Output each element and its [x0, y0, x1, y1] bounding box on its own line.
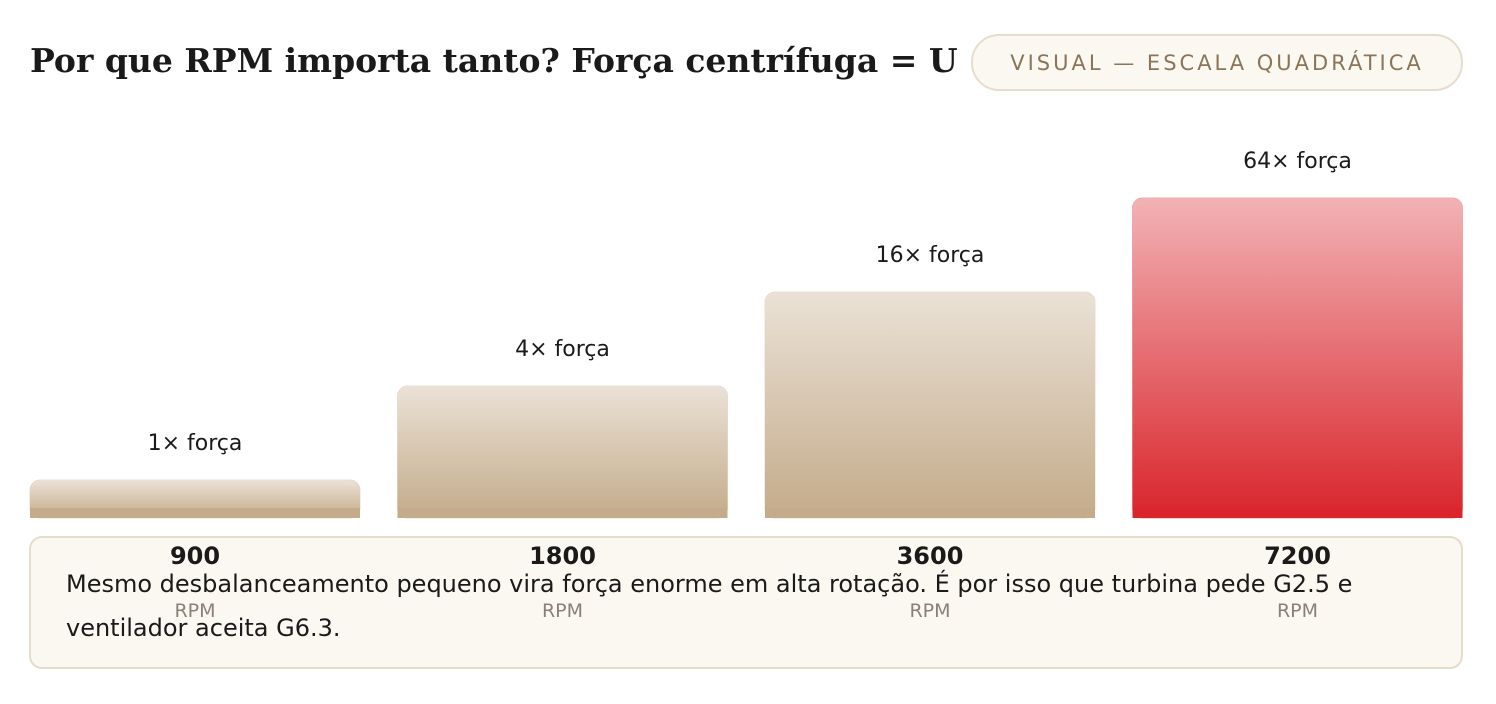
unit-label: RPM	[542, 600, 583, 622]
value-label: 64× força	[1243, 149, 1352, 174]
badge-text: VISUAL — ESCALA QUADRÁTICA	[1010, 50, 1424, 75]
note-text: Mesmo desbalanceamento pequeno vira forç…	[66, 570, 1353, 642]
value-label: 4× força	[515, 337, 610, 362]
x-tick-label: 3600	[897, 542, 964, 570]
unit-label: RPM	[1277, 600, 1318, 622]
note-box	[29, 536, 1463, 669]
unit-label: RPM	[174, 600, 215, 622]
value-label: 16× força	[876, 243, 985, 268]
bar-sheen	[1132, 198, 1463, 518]
bar-base	[765, 508, 1095, 518]
value-label: 1× força	[148, 431, 243, 456]
unit-label: RPM	[909, 600, 950, 622]
chart-title: Por que RPM importa tanto? Força centríf…	[30, 41, 1038, 80]
badge-pill	[971, 34, 1463, 91]
x-tick-label: 7200	[1264, 542, 1331, 570]
x-tick-label: 1800	[529, 542, 596, 570]
bar-base	[397, 508, 728, 518]
bar-sheen	[397, 386, 728, 518]
bar-base	[1132, 508, 1463, 518]
x-tick-label: 900	[170, 542, 220, 570]
bar-base	[30, 508, 360, 518]
bar-sheen	[765, 292, 1095, 518]
